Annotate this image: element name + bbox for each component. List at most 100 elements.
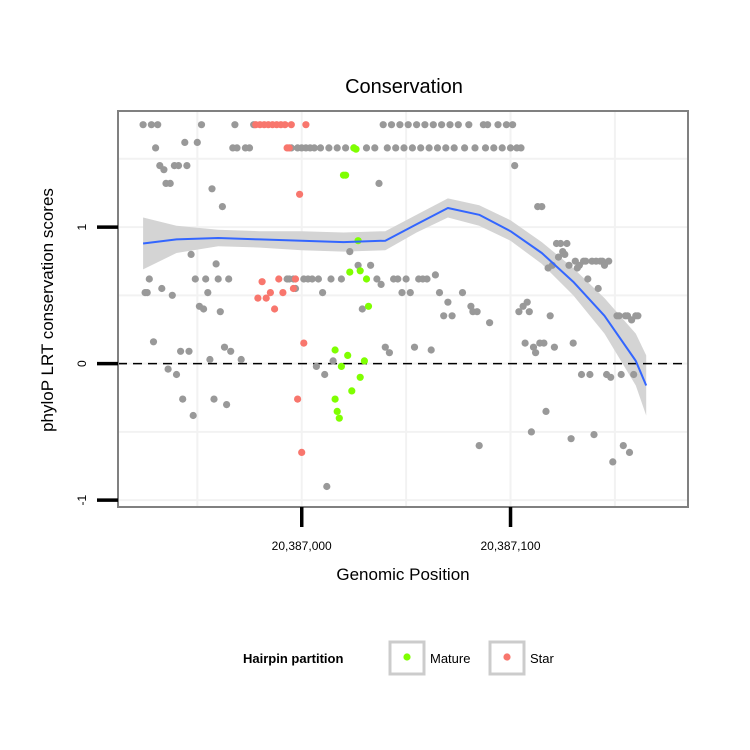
point-other — [327, 275, 335, 283]
point-other — [508, 121, 517, 129]
point-other — [189, 411, 197, 420]
legend-label-mature: Mature — [430, 651, 470, 666]
point-other — [448, 312, 456, 320]
point-other — [404, 121, 412, 129]
point-star — [266, 289, 274, 297]
point-other — [147, 121, 155, 129]
point-other — [421, 121, 429, 129]
y-tick-label: 0 — [75, 360, 89, 367]
point-other — [605, 257, 613, 265]
point-other — [433, 144, 442, 152]
point-other — [362, 144, 371, 152]
point-other — [494, 121, 502, 129]
point-mature — [356, 267, 364, 275]
point-other — [525, 308, 533, 316]
legend-label-star: Star — [530, 651, 555, 666]
point-other — [590, 431, 598, 439]
point-other — [425, 144, 433, 152]
point-other — [546, 312, 554, 320]
point-star — [289, 284, 297, 293]
confidence-band — [143, 198, 647, 416]
point-other — [557, 239, 565, 248]
point-other — [396, 121, 404, 129]
point-mature — [346, 268, 354, 276]
point-other — [532, 349, 540, 357]
point-other — [394, 275, 402, 283]
point-other — [323, 482, 331, 491]
point-other — [473, 308, 481, 316]
point-other — [630, 370, 638, 379]
point-mature — [331, 395, 339, 403]
point-other — [444, 298, 452, 306]
point-other — [423, 275, 431, 283]
point-other — [458, 289, 467, 297]
chart-title: Conservation — [345, 76, 463, 98]
point-other — [438, 121, 446, 129]
point-other — [233, 144, 241, 152]
y-tick-label: -1 — [75, 495, 89, 506]
point-other — [523, 298, 531, 306]
point-other — [442, 144, 450, 152]
legend-mature-dot — [403, 653, 411, 661]
point-other — [467, 302, 475, 310]
point-other — [166, 179, 174, 187]
point-other — [225, 275, 233, 283]
point-other — [185, 347, 193, 355]
point-other — [319, 289, 327, 297]
point-other — [193, 138, 201, 146]
point-other — [181, 138, 189, 146]
point-other — [450, 144, 458, 152]
point-other — [206, 355, 214, 364]
point-star — [279, 289, 287, 297]
point-other — [174, 162, 183, 170]
point-other — [145, 275, 153, 283]
point-other — [154, 121, 162, 129]
point-mature — [342, 171, 350, 179]
point-other — [435, 289, 444, 297]
point-mature — [335, 414, 343, 422]
point-star — [254, 294, 262, 302]
point-mature — [360, 357, 368, 365]
point-other — [379, 121, 387, 129]
point-other — [149, 338, 158, 346]
point-other — [550, 343, 559, 351]
point-other — [383, 144, 391, 152]
smooth-fit-line — [142, 207, 648, 386]
point-other — [615, 312, 623, 320]
data-points — [139, 121, 642, 491]
point-other — [333, 144, 341, 152]
point-other — [342, 144, 350, 152]
point-other — [381, 343, 389, 351]
point-mature — [364, 302, 373, 310]
point-other — [625, 448, 634, 456]
point-other — [310, 144, 318, 152]
point-mature — [344, 351, 352, 359]
point-other — [594, 284, 602, 293]
point-star — [281, 121, 289, 129]
point-other — [337, 275, 345, 283]
point-other — [561, 250, 569, 258]
point-other — [417, 144, 425, 152]
point-other — [502, 121, 510, 129]
legend-star-dot — [503, 653, 511, 661]
point-other — [569, 339, 577, 347]
point-star — [294, 395, 302, 403]
point-other — [584, 275, 592, 283]
point-other — [567, 435, 575, 443]
point-other — [308, 275, 316, 283]
point-other — [634, 312, 642, 320]
point-other — [191, 275, 199, 283]
point-other — [377, 280, 385, 288]
point-star — [287, 121, 295, 129]
point-other — [413, 121, 421, 129]
point-star — [258, 278, 266, 286]
point-other — [481, 144, 490, 152]
point-other — [200, 305, 208, 313]
point-mature — [356, 373, 364, 381]
point-other — [216, 308, 224, 316]
point-other — [210, 395, 218, 403]
point-other — [183, 162, 191, 170]
point-star — [271, 305, 279, 313]
point-other — [565, 261, 573, 269]
